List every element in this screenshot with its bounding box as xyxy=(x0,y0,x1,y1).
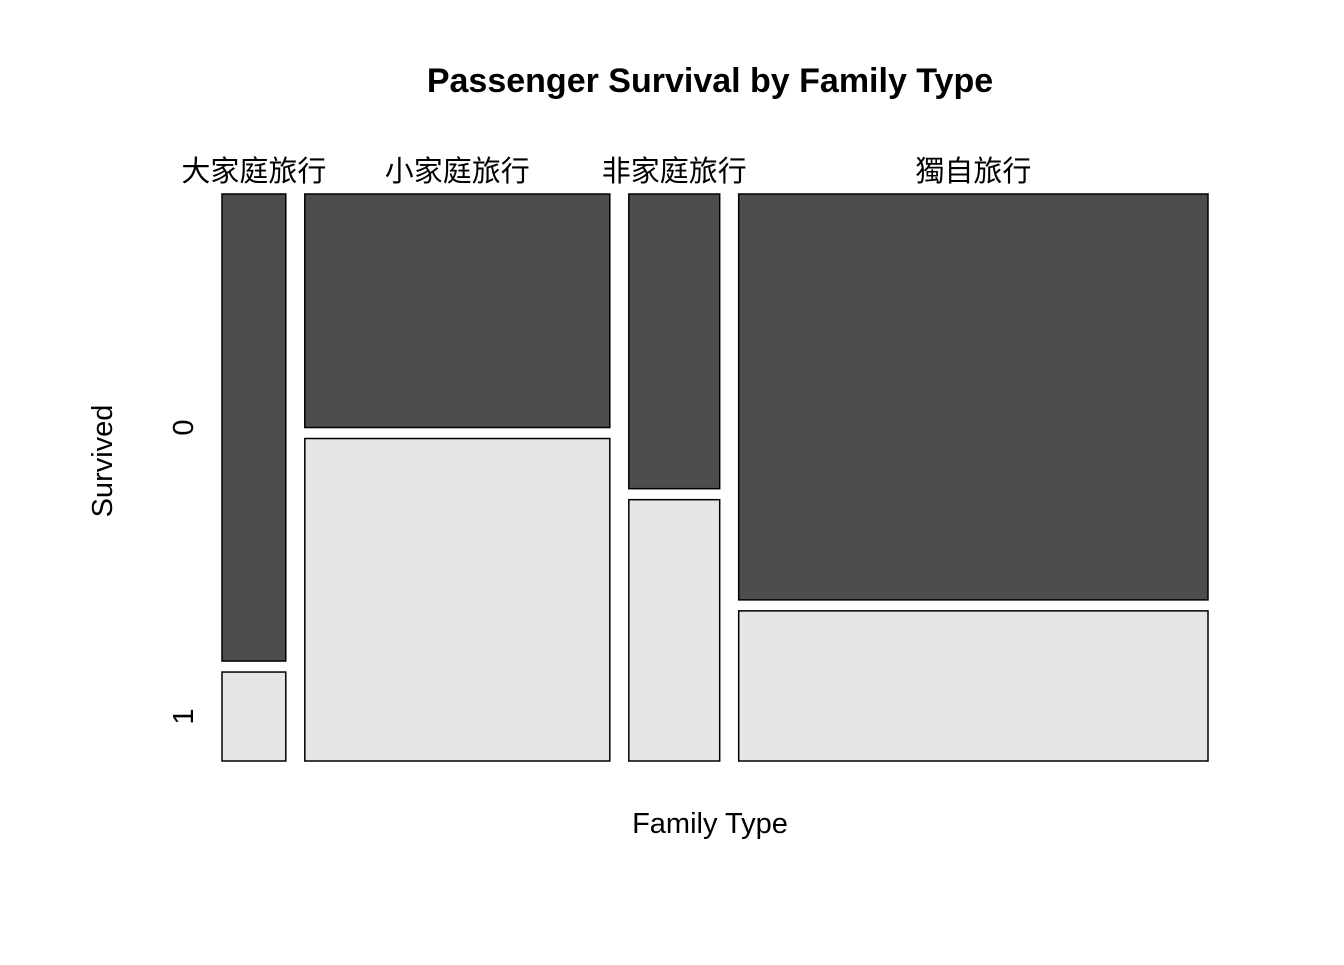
tile-survived-1-col-3 xyxy=(628,498,721,762)
category-label-4: 獨自旅行 xyxy=(915,154,1031,188)
level-tick-1: 1 xyxy=(168,708,200,724)
tile-survived-0-col-4 xyxy=(737,193,1209,601)
tile-survived-1-col-1 xyxy=(221,671,287,762)
mosaic-tiles xyxy=(221,193,1209,762)
x-axis-label: Family Type xyxy=(632,808,788,840)
tile-survived-0-col-1 xyxy=(221,193,287,662)
tile-survived-1-col-2 xyxy=(304,437,611,762)
chart-title: Passenger Survival by Family Type xyxy=(427,62,993,100)
level-tick-labels: 01 xyxy=(168,419,200,724)
category-label-1: 大家庭旅行 xyxy=(181,154,326,188)
tile-survived-0-col-2 xyxy=(304,193,611,429)
tile-survived-0-col-3 xyxy=(628,193,721,490)
category-label-3: 非家庭旅行 xyxy=(602,154,747,188)
category-labels: 大家庭旅行 小家庭旅行 非家庭旅行 獨自旅行 xyxy=(181,154,1031,188)
level-tick-0: 0 xyxy=(168,419,200,435)
category-label-2: 小家庭旅行 xyxy=(385,154,530,188)
tile-survived-1-col-4 xyxy=(737,610,1209,762)
y-axis-label: Survived xyxy=(87,405,119,518)
